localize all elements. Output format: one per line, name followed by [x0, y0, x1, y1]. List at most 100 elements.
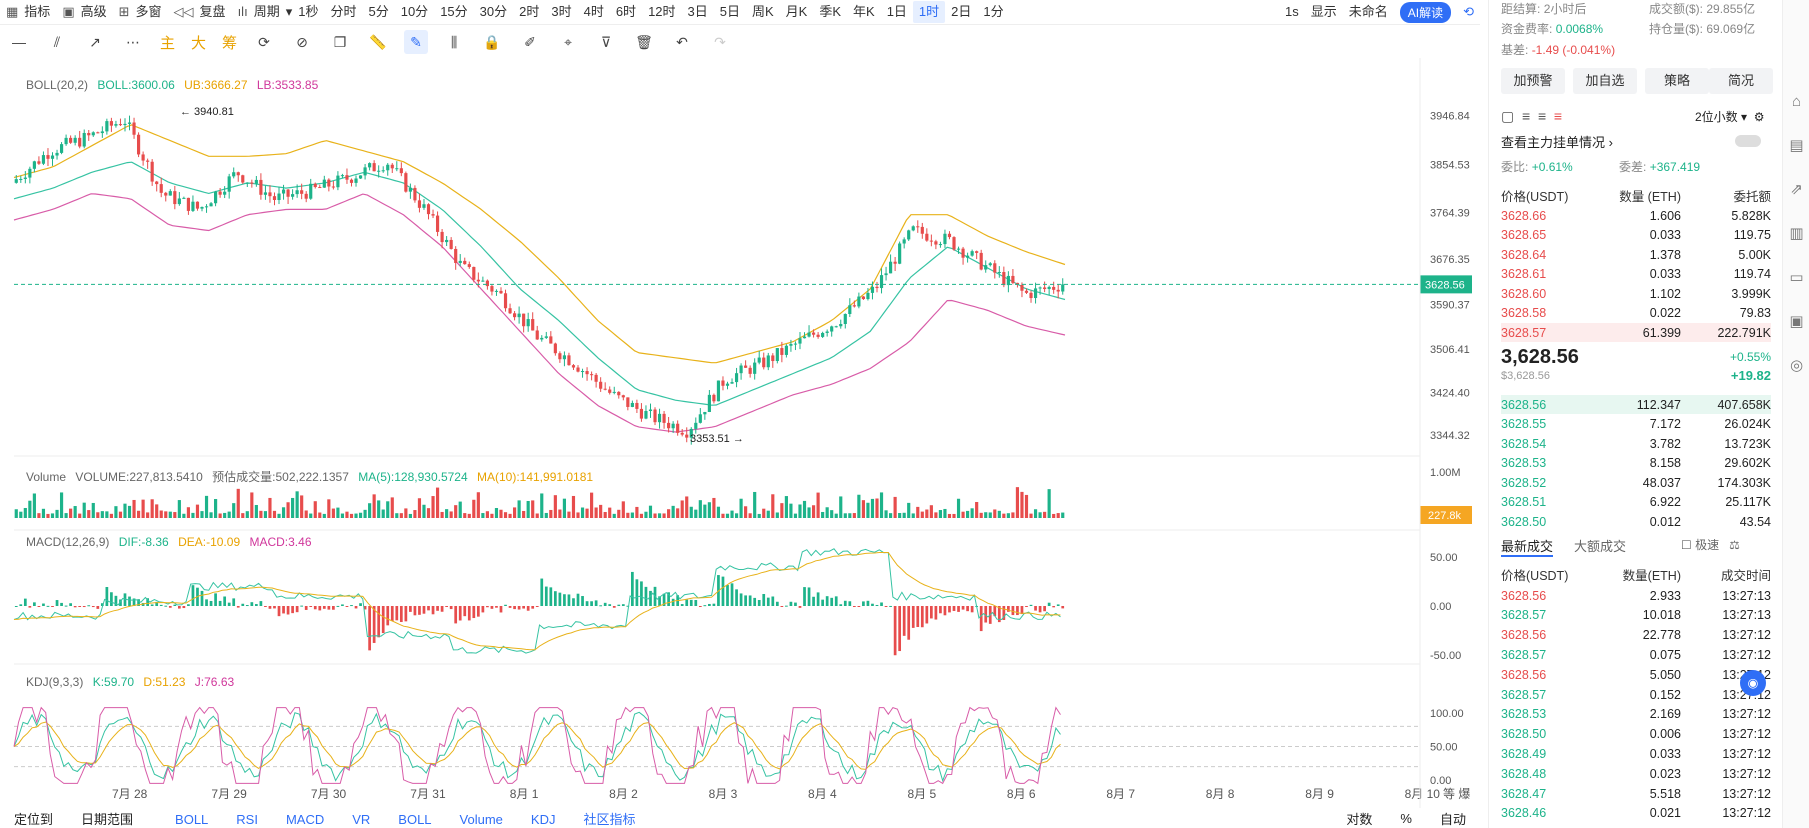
date-range-button[interactable]: 日期范围	[81, 811, 134, 827]
big-order-button[interactable]: 大	[191, 34, 207, 52]
interval-1[interactable]: 分时	[330, 4, 357, 19]
ray-tool-icon[interactable]: ↗	[89, 33, 101, 50]
main-depth-link[interactable]: 查看主力挂单情况 ›	[1501, 135, 1613, 150]
interval-16[interactable]: 年K	[853, 4, 875, 19]
bottom-tab-1[interactable]: RSI	[236, 811, 258, 827]
log-toggle[interactable]: 对数	[1346, 811, 1373, 827]
interval-6[interactable]: 2时	[519, 4, 540, 19]
bids-row[interactable]: 3628.52 48.037 174.303K	[1501, 473, 1771, 492]
redo-icon[interactable]: ↷	[714, 33, 726, 50]
watchlist-button[interactable]: 加自选	[1573, 68, 1637, 94]
kdj-title[interactable]: KDJ(9,3,3)	[26, 675, 84, 689]
ai-interpret-button[interactable]: AI解读	[1399, 1, 1452, 23]
locate-button[interactable]: 定位到	[14, 811, 54, 827]
kline-chart[interactable]: 3946.84 3854.53 3764.39 3676.35 3590.37 3506.…	[0, 58, 1480, 808]
toolbar-item-4[interactable]: 周期	[253, 4, 280, 19]
alert-button[interactable]: 加预警	[1501, 68, 1565, 94]
interval-19[interactable]: 2日	[951, 4, 972, 19]
interval-14[interactable]: 月K	[785, 4, 808, 19]
bottom-tab-0[interactable]: BOLL	[175, 811, 209, 827]
auto-toggle[interactable]: 自动	[1439, 811, 1466, 827]
macd-histogram-bar	[785, 605, 788, 607]
interval-4[interactable]: 15分	[440, 4, 468, 19]
bottom-tab-2[interactable]: MACD	[285, 811, 325, 827]
strategy-button[interactable]: 策略	[1645, 68, 1709, 94]
boll-title[interactable]: BOLL(20,2)	[26, 78, 89, 92]
interval-13[interactable]: 周K	[752, 4, 774, 19]
orderbook-view-icons[interactable]: ▢ ≡ ≡ ≡	[1501, 108, 1563, 124]
side-icons[interactable]: ⌂ ▤ ⇗ ▥ ▭ ▣ ◎	[1789, 93, 1804, 374]
interval-10[interactable]: 12时	[648, 4, 676, 19]
percent-toggle[interactable]: %	[1400, 810, 1412, 826]
volume-title[interactable]: Volume	[26, 470, 67, 484]
toolbar-item-1[interactable]: 高级	[80, 4, 107, 19]
bottom-tab-4[interactable]: BOLL	[398, 811, 432, 827]
overview-button[interactable]: 简况	[1709, 68, 1773, 94]
fast-checkbox[interactable]: ☐ 极速 ⚖	[1681, 538, 1740, 552]
toolbar-item-2[interactable]: 多窗	[135, 4, 162, 19]
layout-name-button[interactable]: 未命名	[1348, 4, 1388, 19]
ruler-icon[interactable]: 📏	[369, 33, 387, 50]
chat-bubble-icon[interactable]: ◉	[1740, 670, 1766, 696]
asks-row[interactable]: 3628.66 1.606 5.828K	[1501, 206, 1771, 225]
bids-row[interactable]: 3628.56 112.347 407.658K	[1501, 395, 1771, 414]
interval-17[interactable]: 1日	[886, 4, 907, 19]
bids-row[interactable]: 3628.53 8.158 29.602K	[1501, 454, 1771, 473]
parallel-tool-icon[interactable]: ⫽	[53, 33, 61, 50]
interval-2[interactable]: 5分	[368, 4, 389, 19]
chip-button[interactable]: 筹	[222, 34, 238, 52]
interval-0[interactable]: 1秒	[298, 4, 319, 19]
lock-icon[interactable]: 🔒	[483, 33, 501, 50]
macd-histogram-bar	[794, 602, 797, 606]
main-depth-toggle[interactable]	[1735, 135, 1761, 147]
interval-9[interactable]: 6时	[615, 4, 637, 19]
interval-3[interactable]: 10分	[400, 4, 429, 19]
more-tools-icon[interactable]: ⋯	[126, 33, 140, 50]
bids-row[interactable]: 3628.55 7.172 26.024K	[1501, 415, 1771, 434]
interval-1s-button[interactable]: 1s	[1284, 4, 1299, 19]
filter-icon[interactable]: ⊽	[600, 33, 612, 50]
trash-icon[interactable]: 🗑	[635, 33, 653, 50]
asks-row[interactable]: 3628.61 0.033 119.74	[1501, 265, 1771, 284]
asks-row[interactable]: 3628.60 1.102 3.999K	[1501, 284, 1771, 303]
candle-body	[472, 266, 476, 280]
bids-row[interactable]: 3628.50 0.012 43.54	[1501, 512, 1771, 531]
bottom-tab-6[interactable]: KDJ	[530, 811, 556, 827]
bids-row[interactable]: 3628.51 6.922 25.117K	[1501, 493, 1771, 512]
share-icon[interactable]: ⟲	[1463, 4, 1474, 19]
undo-icon[interactable]: ↶	[676, 33, 688, 50]
decimals-select[interactable]: 2位小数 ▾ ⚙	[1695, 110, 1765, 124]
bottom-tab-7[interactable]: 社区指标	[583, 811, 636, 827]
bottom-tab-3[interactable]: VR	[352, 811, 371, 827]
interval-12[interactable]: 5日	[719, 4, 740, 19]
pen-icon[interactable]: ✎	[404, 30, 429, 54]
asks-row[interactable]: 3628.57 61.399 222.791K	[1501, 323, 1771, 342]
asks-row[interactable]: 3628.65 0.033 119.75	[1501, 226, 1771, 245]
tab-latest-trades[interactable]: 最新成交	[1501, 539, 1554, 554]
copy-icon[interactable]: ❐	[333, 33, 347, 50]
sync-icon[interactable]: ⟳	[258, 33, 270, 50]
line-tool-icon[interactable]: —	[12, 34, 26, 50]
interval-8[interactable]: 4时	[583, 4, 604, 19]
tab-large-trades[interactable]: 大额成交	[1574, 539, 1627, 554]
interval-18[interactable]: 1时	[912, 1, 946, 23]
macd-histogram-bar	[658, 596, 661, 606]
interval-5[interactable]: 30分	[479, 4, 508, 19]
toolbar-item-0[interactable]: 指标	[24, 4, 51, 19]
interval-11[interactable]: 3日	[687, 4, 708, 19]
interval-20[interactable]: 1分	[983, 4, 1004, 19]
candle-icon[interactable]: ⫼	[450, 33, 458, 50]
main-force-button[interactable]: 主	[160, 34, 176, 52]
macd-title[interactable]: MACD(12,26,9)	[26, 535, 110, 549]
bids-row[interactable]: 3628.54 3.782 13.723K	[1501, 434, 1771, 453]
magnet-icon[interactable]: ⌖	[564, 33, 572, 50]
toolbar-item-3[interactable]: 复盘	[199, 4, 226, 19]
hide-icon[interactable]: ⊘	[296, 33, 308, 50]
asks-row[interactable]: 3628.58 0.022 79.83	[1501, 304, 1771, 323]
asks-row[interactable]: 3628.64 1.378 5.00K	[1501, 245, 1771, 264]
edit-icon[interactable]: ✐	[524, 33, 536, 50]
interval-7[interactable]: 3时	[551, 4, 572, 19]
interval-15[interactable]: 季K	[819, 4, 842, 19]
display-button[interactable]: 显示	[1310, 4, 1337, 19]
bottom-tab-5[interactable]: Volume	[459, 811, 503, 827]
